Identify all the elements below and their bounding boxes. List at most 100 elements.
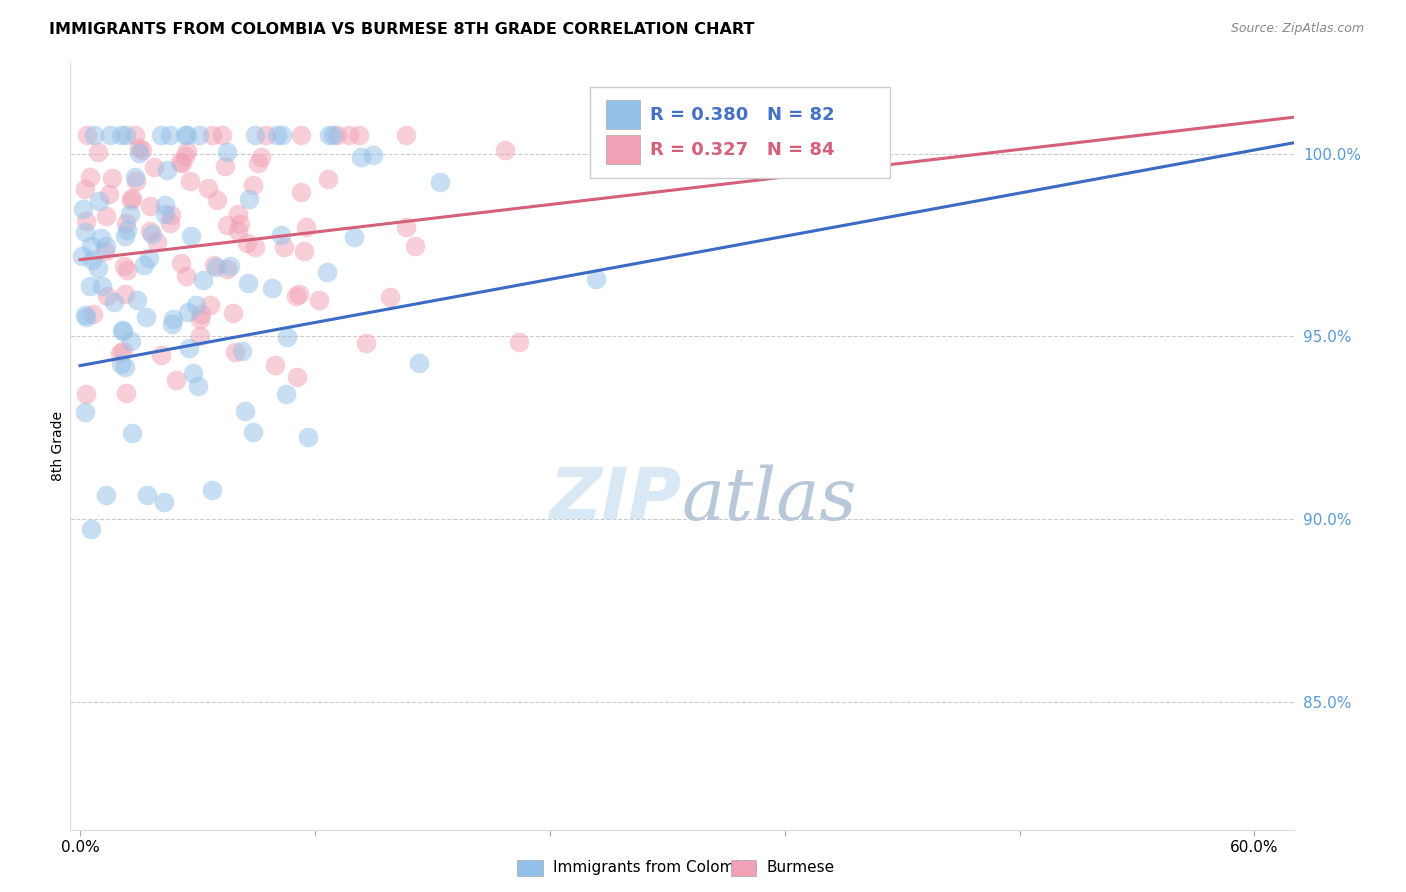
Point	[87, 145, 110, 159]
Point	[347, 128, 370, 143]
Point	[94, 488, 117, 502]
Text: Burmese: Burmese	[766, 861, 834, 875]
Point	[115, 223, 138, 237]
Point	[408, 356, 430, 370]
Point	[110, 128, 132, 143]
Point	[266, 128, 288, 143]
Point	[187, 128, 209, 143]
Point	[238, 192, 260, 206]
Point	[188, 311, 211, 326]
Point	[153, 207, 176, 221]
Point	[89, 194, 111, 208]
Point	[395, 220, 418, 235]
Point	[343, 230, 366, 244]
Point	[121, 191, 143, 205]
Point	[174, 148, 197, 162]
Point	[337, 128, 360, 143]
Point	[197, 181, 219, 195]
Point	[170, 255, 193, 269]
Point	[222, 306, 245, 320]
Point	[224, 345, 246, 359]
Point	[508, 335, 530, 350]
Point	[215, 218, 238, 232]
Point	[429, 175, 451, 189]
Point	[325, 128, 347, 143]
Point	[110, 346, 132, 360]
Point	[378, 290, 401, 304]
Point	[165, 373, 187, 387]
Point	[111, 325, 134, 339]
Point	[128, 141, 150, 155]
Point	[75, 213, 97, 227]
Text: R = 0.380   N = 82: R = 0.380 N = 82	[650, 105, 835, 124]
Point	[316, 265, 339, 279]
Point	[202, 259, 225, 273]
Point	[318, 128, 340, 143]
Point	[73, 405, 96, 419]
Point	[87, 261, 110, 276]
Point	[276, 330, 298, 344]
Bar	[606, 100, 640, 129]
Point	[80, 238, 103, 252]
Point	[141, 227, 163, 242]
Point	[94, 244, 117, 259]
Point	[211, 128, 233, 143]
Point	[273, 240, 295, 254]
Point	[172, 156, 194, 170]
Point	[243, 240, 266, 254]
Point	[176, 144, 198, 158]
Point	[395, 128, 418, 143]
Point	[270, 228, 292, 243]
Point	[72, 202, 94, 216]
Point	[146, 235, 169, 250]
Point	[350, 150, 373, 164]
Point	[187, 379, 209, 393]
Point	[494, 143, 516, 157]
Point	[292, 244, 315, 258]
Point	[250, 150, 273, 164]
Point	[128, 146, 150, 161]
Point	[236, 235, 259, 250]
Point	[82, 307, 104, 321]
Point	[184, 298, 207, 312]
Point	[94, 239, 117, 253]
Point	[242, 178, 264, 192]
Point	[179, 174, 201, 188]
Point	[242, 425, 264, 439]
Point	[160, 318, 183, 332]
Text: atlas: atlas	[682, 465, 858, 535]
Point	[176, 128, 198, 143]
Point	[295, 219, 318, 234]
Point	[83, 128, 105, 143]
Point	[124, 169, 146, 184]
Point	[79, 169, 101, 184]
Point	[114, 359, 136, 374]
Point	[318, 172, 340, 186]
Point	[159, 216, 181, 230]
Point	[274, 387, 297, 401]
Point	[121, 425, 143, 440]
Point	[233, 404, 256, 418]
Point	[207, 193, 229, 207]
Point	[159, 128, 181, 143]
Point	[219, 260, 242, 274]
Point	[254, 128, 277, 143]
Point	[229, 217, 252, 231]
Point	[169, 155, 191, 169]
Point	[90, 279, 112, 293]
Point	[193, 273, 215, 287]
Point	[135, 487, 157, 501]
Point	[73, 308, 96, 322]
Point	[363, 147, 385, 161]
Point	[98, 128, 121, 143]
Point	[112, 260, 135, 274]
Text: R = 0.327   N = 84: R = 0.327 N = 84	[650, 141, 835, 159]
Point	[156, 162, 179, 177]
Point	[70, 249, 93, 263]
Point	[103, 295, 125, 310]
Point	[173, 128, 195, 143]
Point	[262, 280, 284, 294]
Point	[217, 145, 239, 160]
Point	[297, 430, 319, 444]
Point	[138, 251, 160, 265]
